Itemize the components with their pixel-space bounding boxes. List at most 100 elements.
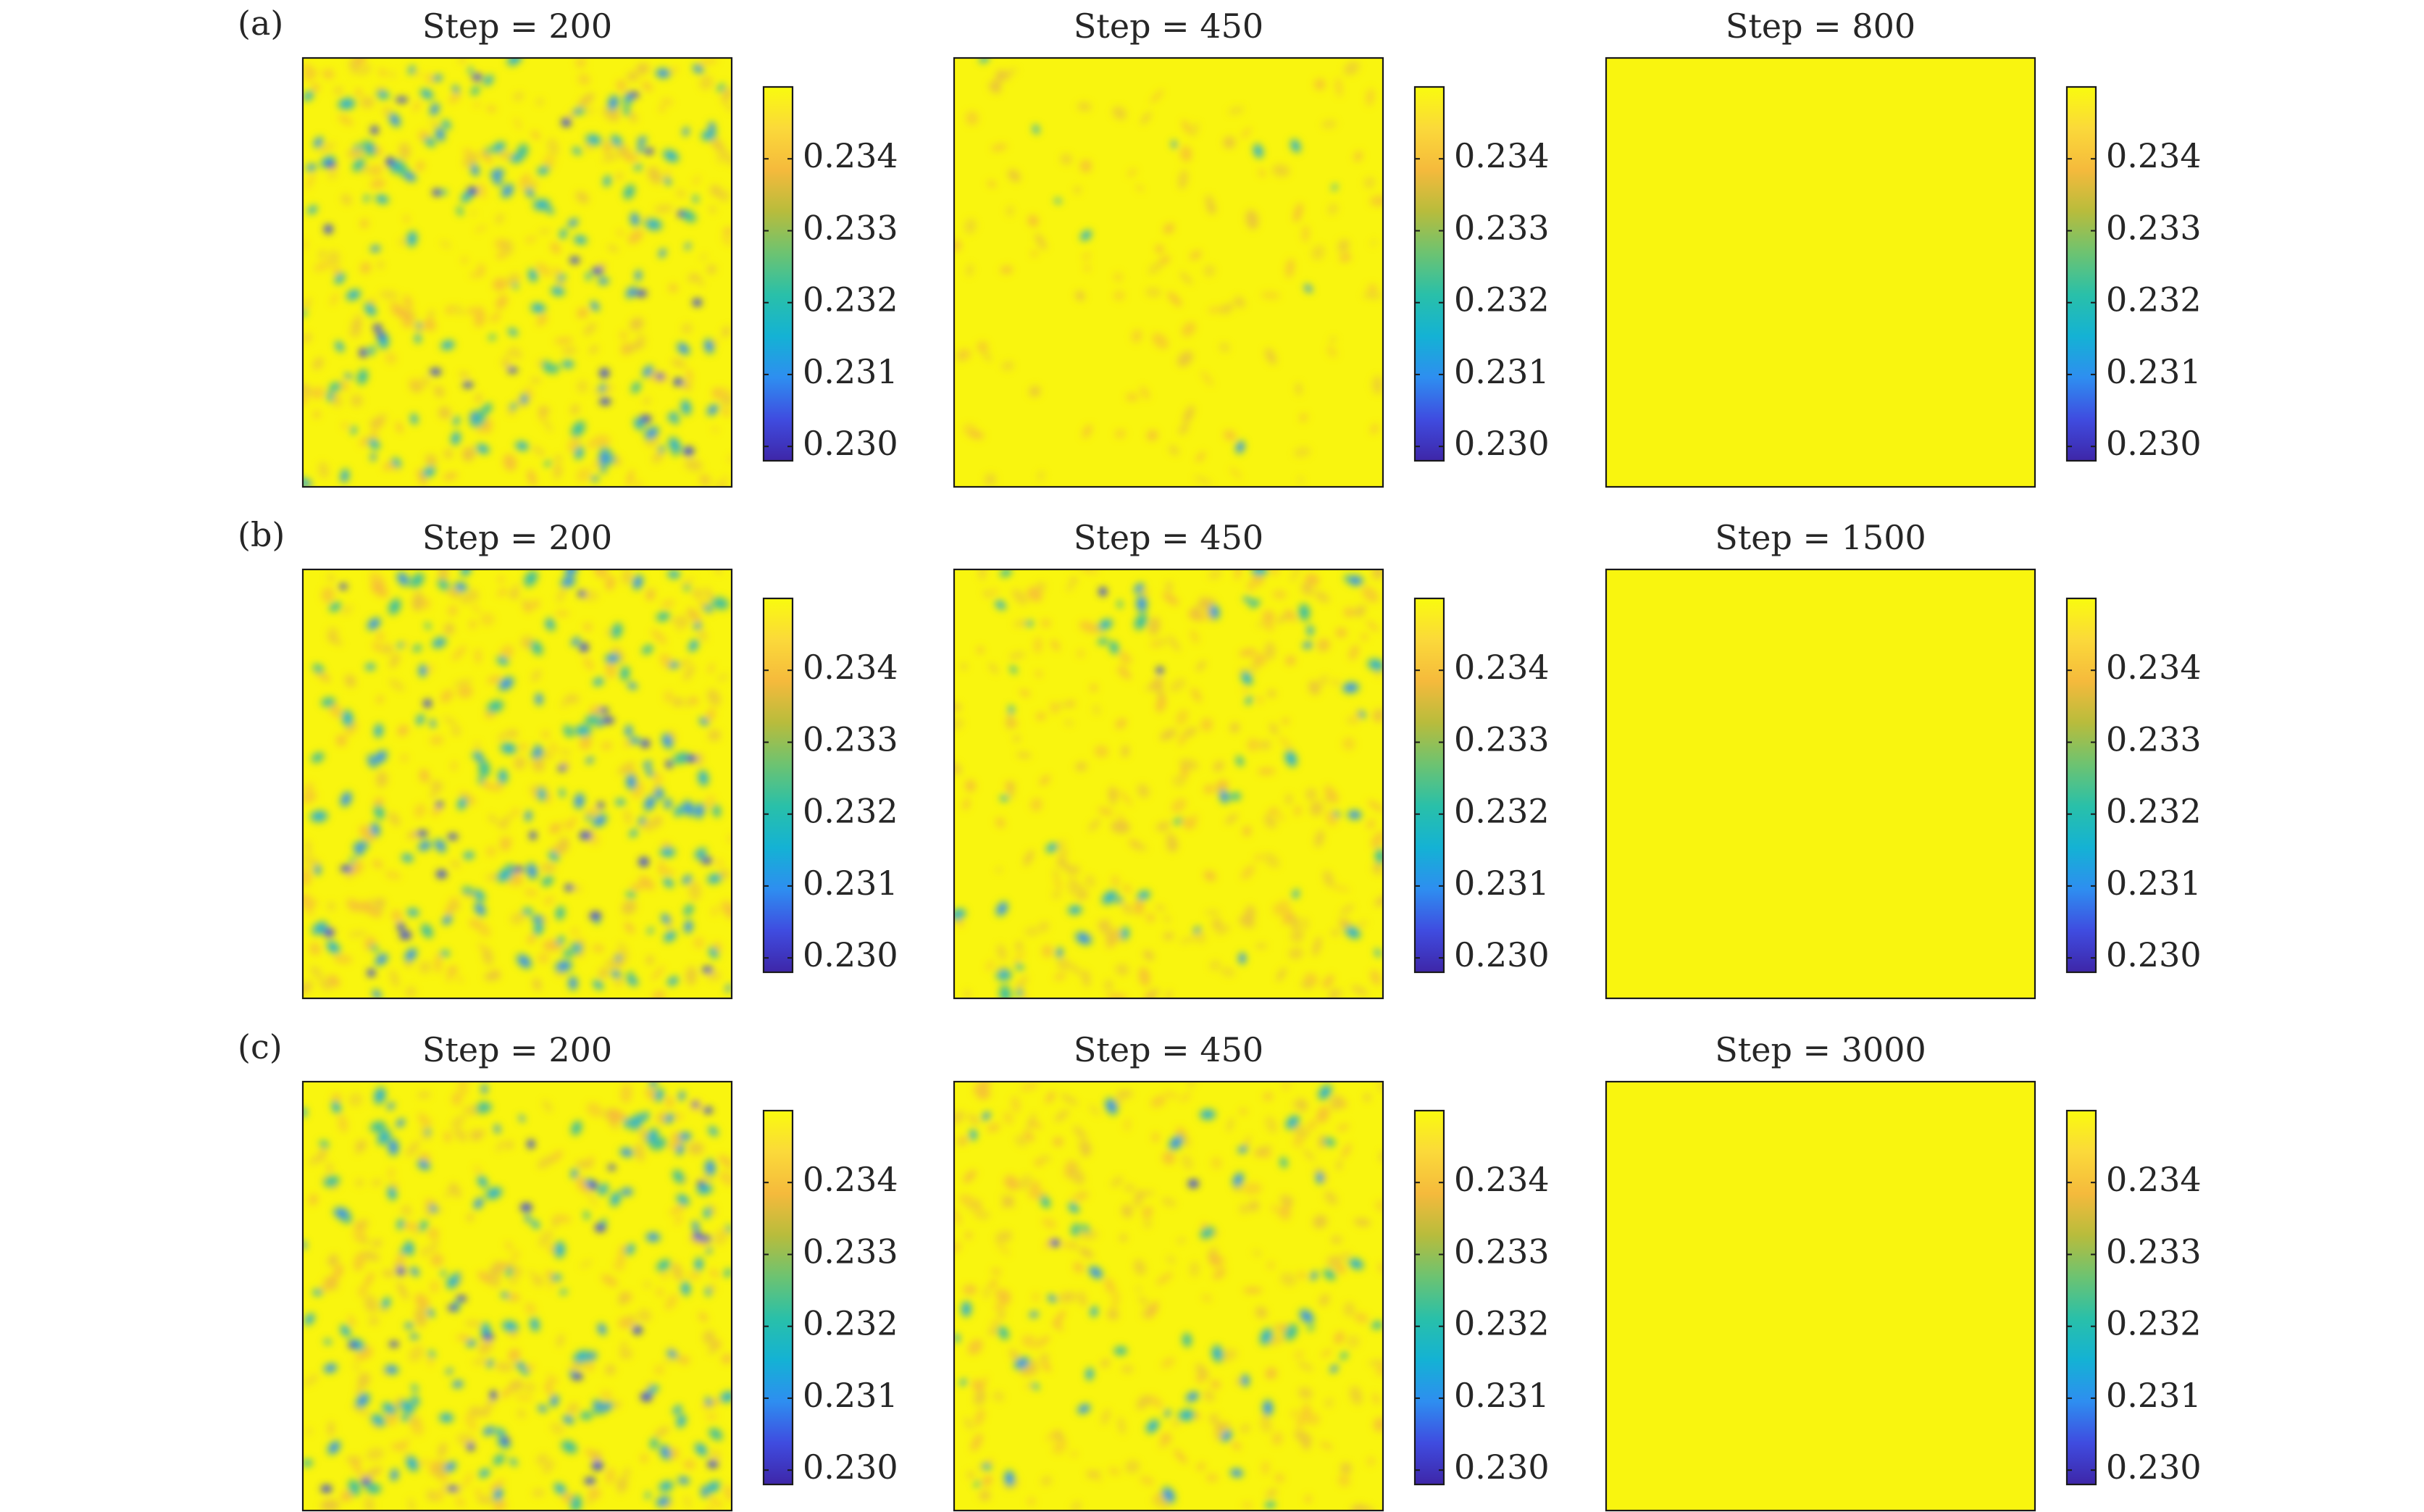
texture-mark bbox=[482, 1324, 490, 1335]
texture-mark bbox=[1121, 745, 1129, 758]
texture-mark bbox=[501, 359, 511, 368]
texture-mark bbox=[700, 254, 708, 261]
texture-mark bbox=[323, 927, 335, 937]
texture-mark bbox=[1286, 1326, 1296, 1339]
texture-mark bbox=[488, 814, 497, 823]
texture-mark bbox=[615, 956, 622, 961]
texture-mark bbox=[707, 689, 721, 706]
texture-mark bbox=[699, 75, 714, 90]
texture-mark bbox=[335, 1208, 348, 1219]
texture-mark bbox=[526, 189, 534, 197]
texture-mark bbox=[327, 1275, 338, 1286]
texture-mark bbox=[1057, 948, 1063, 957]
texture-mark bbox=[700, 718, 708, 725]
texture-mark bbox=[1166, 832, 1178, 851]
texture-mark bbox=[535, 694, 543, 704]
texture-mark bbox=[635, 1143, 645, 1162]
texture-mark bbox=[1166, 1256, 1176, 1264]
texture-mark bbox=[665, 932, 675, 941]
texture-mark bbox=[656, 788, 663, 798]
texture-mark bbox=[1190, 250, 1202, 261]
texture-mark bbox=[1140, 112, 1151, 125]
texture-mark bbox=[1055, 199, 1061, 203]
texture-mark bbox=[598, 707, 609, 714]
texture-mark bbox=[524, 909, 532, 914]
texture-mark bbox=[588, 439, 597, 449]
texture-mark bbox=[412, 1385, 417, 1391]
texture-mark bbox=[690, 696, 698, 705]
texture-mark bbox=[657, 69, 669, 78]
texture-mark bbox=[375, 725, 383, 736]
texture-mark bbox=[690, 641, 698, 651]
texture-mark bbox=[501, 1292, 509, 1298]
texture-mark bbox=[303, 1242, 306, 1248]
texture-mark bbox=[310, 966, 322, 978]
texture-mark bbox=[394, 306, 411, 320]
texture-mark bbox=[983, 1464, 990, 1469]
texture-mark bbox=[390, 114, 400, 125]
texture-mark bbox=[422, 699, 432, 708]
texture-mark bbox=[369, 346, 375, 354]
texture-mark bbox=[1376, 851, 1383, 862]
texture-mark bbox=[501, 1436, 510, 1445]
texture-mark bbox=[514, 1395, 534, 1401]
texture-mark bbox=[361, 1250, 380, 1261]
texture-mark bbox=[405, 172, 415, 181]
texture-mark bbox=[1201, 1110, 1214, 1119]
texture-mark bbox=[1295, 383, 1302, 396]
texture-mark bbox=[1123, 884, 1132, 893]
texture-mark bbox=[1084, 874, 1095, 887]
texture-mark bbox=[698, 58, 718, 66]
texture-mark bbox=[711, 138, 724, 152]
texture-mark bbox=[1047, 844, 1056, 852]
texture-mark bbox=[600, 452, 609, 465]
texture-mark bbox=[368, 1484, 380, 1493]
texture-mark bbox=[1066, 701, 1073, 708]
texture-mark bbox=[1318, 640, 1326, 653]
texture-mark bbox=[599, 278, 608, 284]
texture-mark bbox=[1004, 1175, 1019, 1191]
texture-mark bbox=[658, 613, 669, 620]
texture-mark bbox=[309, 943, 321, 956]
texture-mark bbox=[399, 1437, 411, 1450]
texture-mark bbox=[1039, 774, 1050, 786]
texture-mark bbox=[447, 605, 459, 617]
texture-mark bbox=[575, 58, 586, 68]
colorbar-tick-label: 0.232 bbox=[803, 1304, 898, 1343]
texture-mark bbox=[1337, 238, 1350, 254]
texture-mark bbox=[1342, 737, 1355, 751]
texture-mark bbox=[654, 1427, 669, 1437]
texture-mark bbox=[543, 877, 552, 885]
texture-mark bbox=[1179, 272, 1192, 285]
texture-mark bbox=[314, 665, 323, 672]
texture-mark bbox=[1163, 1489, 1174, 1501]
texture-mark bbox=[1017, 989, 1022, 997]
texture-mark bbox=[1135, 584, 1143, 593]
texture-mark bbox=[675, 753, 688, 763]
colorbar-tick-label: 0.234 bbox=[2106, 136, 2202, 175]
texture-mark bbox=[697, 753, 703, 766]
texture-mark bbox=[351, 860, 364, 875]
texture-mark bbox=[977, 646, 985, 654]
texture-mark bbox=[1203, 870, 1216, 882]
heatmap-texture bbox=[303, 569, 732, 998]
texture-mark bbox=[599, 385, 606, 391]
texture-mark bbox=[422, 90, 432, 99]
texture-mark bbox=[622, 569, 632, 585]
texture-mark bbox=[304, 92, 313, 100]
texture-mark bbox=[1046, 1429, 1061, 1441]
texture-mark bbox=[429, 1351, 435, 1357]
texture-mark bbox=[656, 372, 664, 380]
texture-mark bbox=[1371, 831, 1383, 848]
texture-mark bbox=[1124, 1460, 1140, 1474]
texture-mark bbox=[575, 236, 586, 243]
texture-mark bbox=[695, 1259, 703, 1269]
texture-mark bbox=[1023, 1131, 1035, 1142]
texture-mark bbox=[1068, 865, 1080, 876]
texture-mark bbox=[327, 1254, 339, 1267]
texture-mark bbox=[599, 368, 610, 378]
texture-mark bbox=[388, 811, 401, 827]
texture-mark bbox=[1319, 1294, 1330, 1306]
texture-mark bbox=[1265, 348, 1276, 365]
